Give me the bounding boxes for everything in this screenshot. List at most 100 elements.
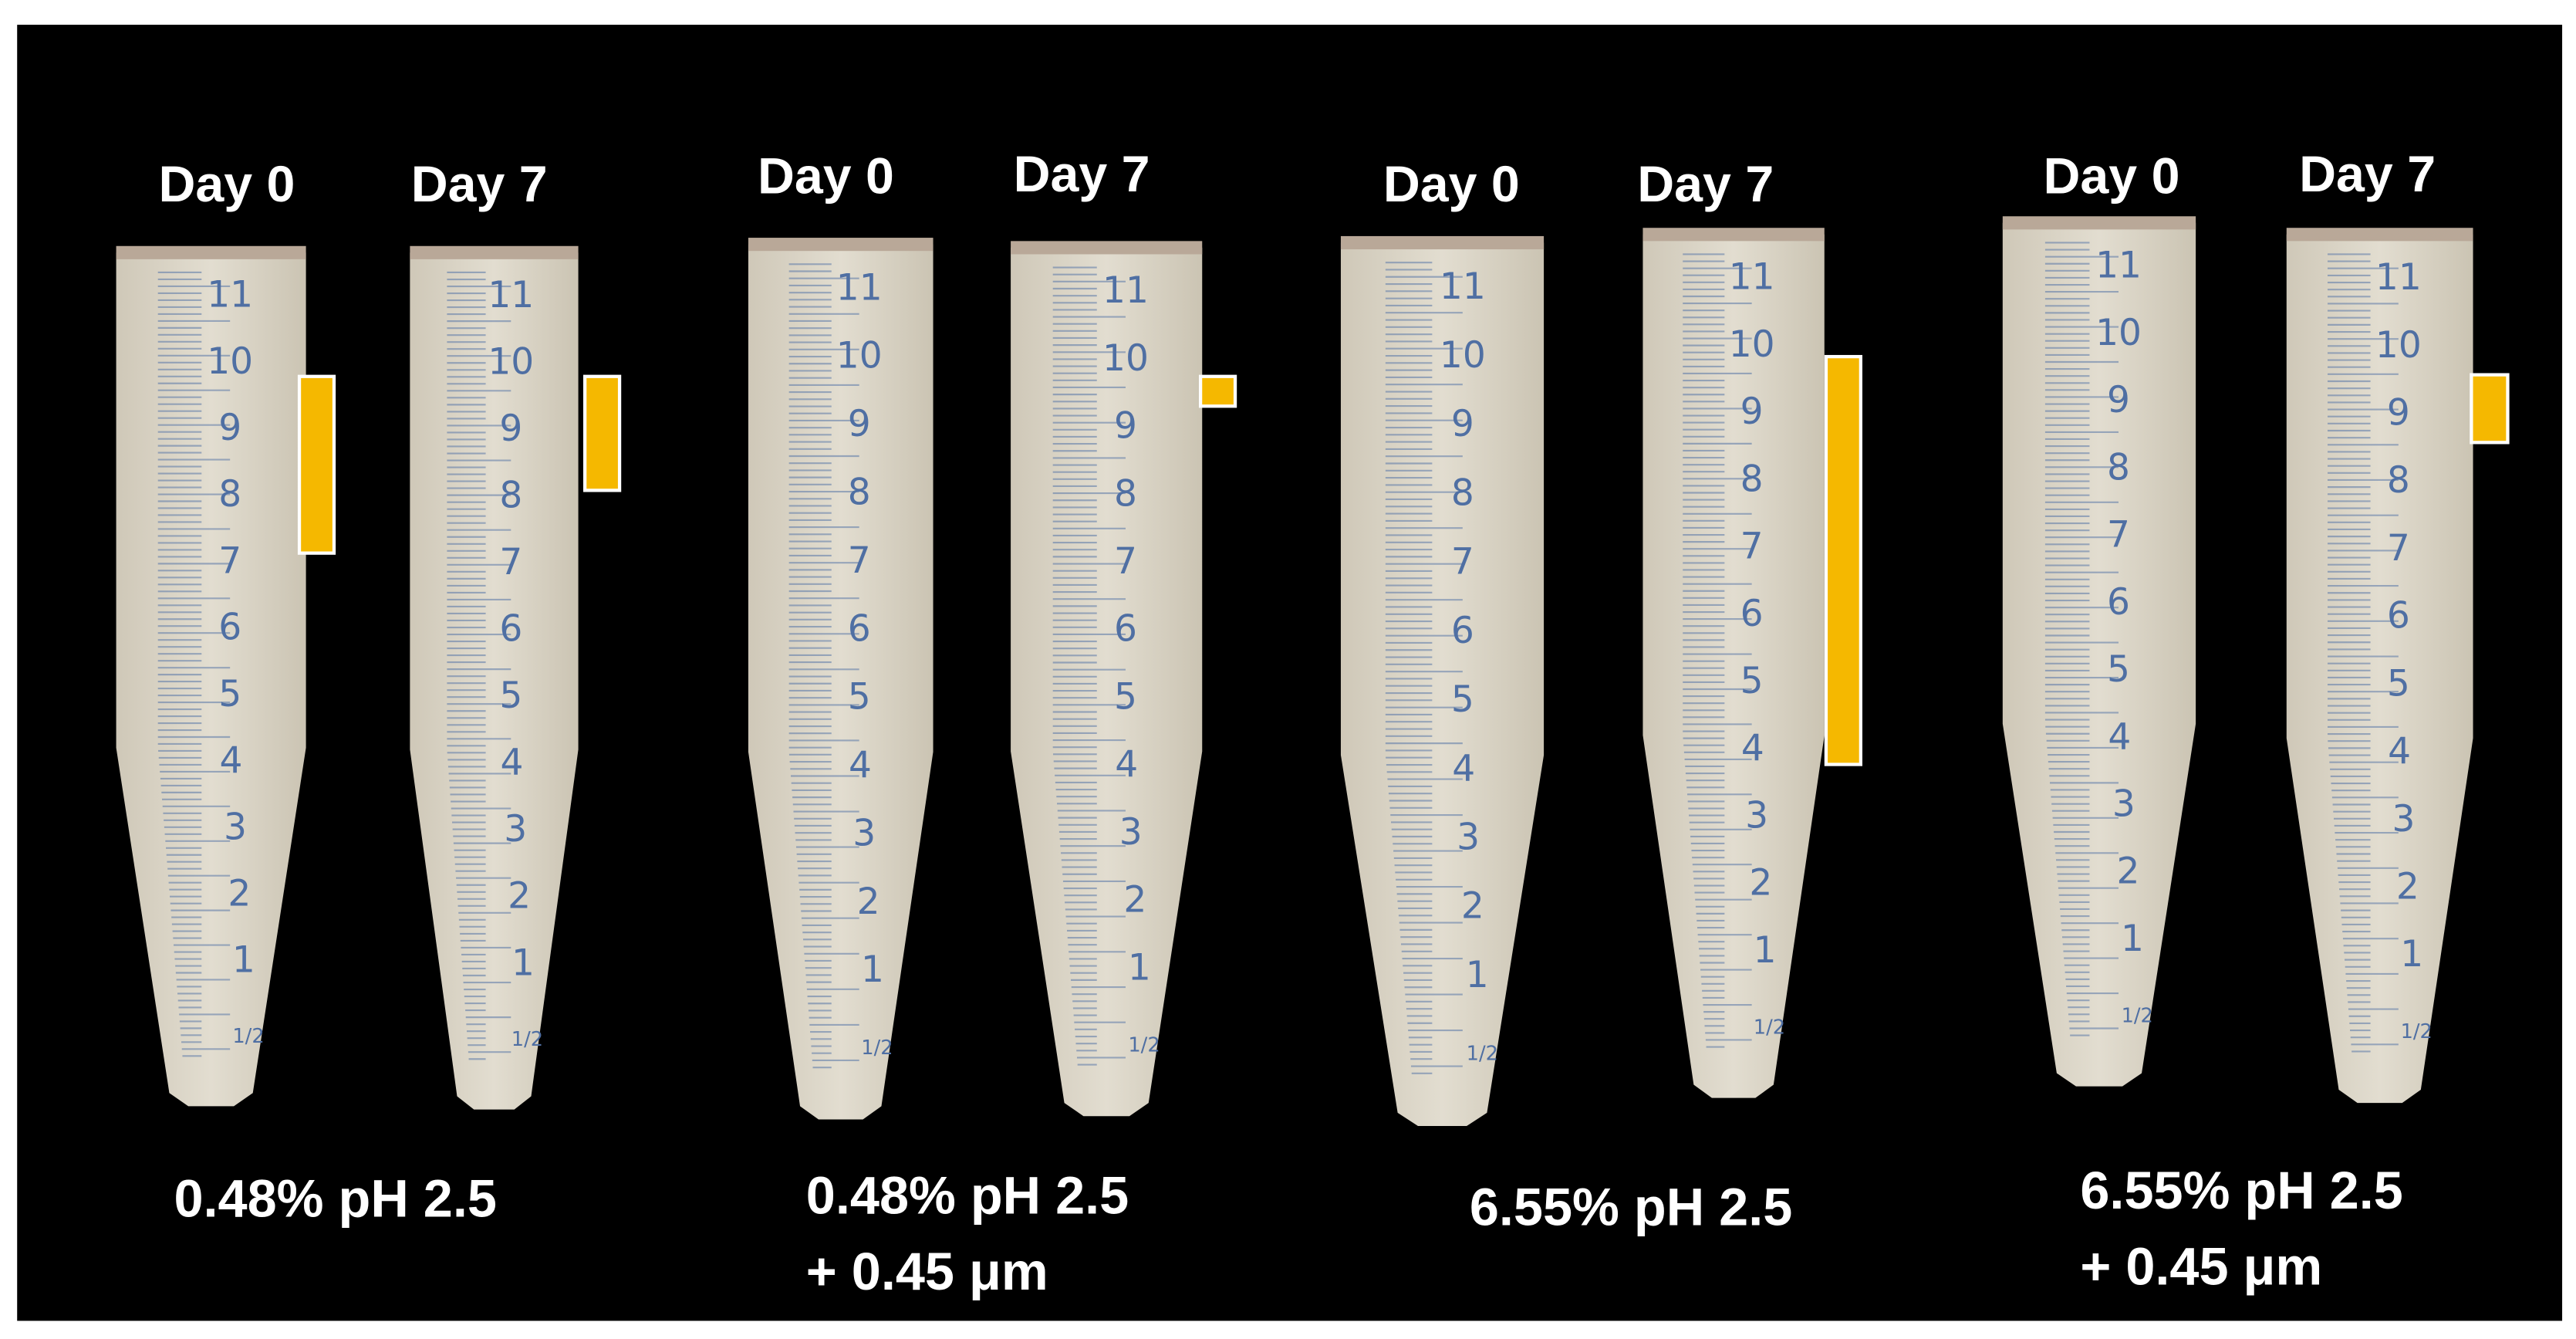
graduation-label: 5: [2387, 662, 2410, 705]
graduation-label: 10: [1440, 334, 1486, 377]
graduation-label: 1: [1466, 954, 1489, 996]
sediment-marker: [2470, 373, 2510, 445]
graduation-label: 1/2: [1754, 1016, 1785, 1039]
tube-rim: [2002, 216, 2196, 230]
graduation-label: 1/2: [1467, 1043, 1498, 1066]
graduation-label: 7: [499, 541, 522, 583]
tube-rim: [1011, 241, 1203, 255]
graduation-label: 11: [2375, 256, 2422, 299]
graduation-label: 9: [499, 407, 522, 450]
tube-rim: [116, 245, 306, 259]
graduation-label: 8: [1740, 458, 1764, 500]
tube-label: Day 0: [2044, 147, 2180, 205]
graduation-label: 11: [488, 274, 534, 316]
graduation-label: 6: [1740, 593, 1764, 635]
graduation-label: 4: [1452, 747, 1475, 790]
graduation-label: 10: [207, 340, 253, 383]
graduation-label: 3: [2112, 783, 2135, 825]
graduation-label: 3: [224, 806, 247, 848]
graduation-label: 1: [861, 948, 884, 991]
graduation-label: 2: [1749, 862, 1772, 905]
graduation-label: 8: [1114, 472, 1137, 515]
graduation-label: 10: [1729, 323, 1775, 366]
graduation-label: 8: [499, 474, 522, 516]
tube-label: Day 7: [2299, 146, 2436, 203]
graduation-label: 8: [848, 471, 871, 513]
graduation-label: 7: [1114, 540, 1137, 583]
graduation-label: 1: [511, 942, 535, 984]
graduation-label: 2: [1123, 879, 1146, 921]
graduation-label: 9: [1451, 403, 1474, 445]
graduation-label: 2: [228, 873, 251, 915]
graduation-label: 4: [219, 739, 242, 782]
graduation-label: 3: [1119, 811, 1143, 854]
graduation-label: 11: [836, 266, 883, 309]
graduation-label: 2: [857, 881, 880, 923]
tube-rim: [1642, 228, 1825, 242]
caption: + 0.45 μm: [806, 1242, 1048, 1301]
graduation-label: 9: [1114, 405, 1137, 448]
graduation-label: 4: [849, 744, 872, 786]
graduation-label: 5: [218, 673, 241, 715]
caption: 6.55% pH 2.5: [1470, 1177, 1792, 1236]
caption: 0.48% pH 2.5: [806, 1165, 1129, 1225]
graduation-label: 10: [2095, 312, 2142, 354]
sediment-marker: [1824, 354, 1862, 766]
graduation-label: 4: [2388, 730, 2411, 773]
tube-label: Day 7: [1637, 156, 1774, 213]
graduation-label: 7: [2107, 514, 2130, 556]
caption: + 0.45 μm: [2080, 1236, 2322, 1296]
graduation-label: 1/2: [232, 1025, 264, 1048]
graduation-label: 4: [1741, 727, 1764, 769]
graduation-label: 11: [1102, 269, 1149, 312]
graduation-label: 11: [1440, 265, 1486, 308]
graduation-label: 10: [2375, 324, 2422, 367]
graduation-label: 7: [848, 539, 871, 582]
graduation-label: 5: [848, 676, 871, 719]
graduation-label: 1/2: [861, 1036, 893, 1060]
graduation-label: 9: [2107, 379, 2130, 421]
graduation-label: 6: [499, 608, 522, 651]
graduation-label: 5: [1451, 678, 1474, 721]
graduation-label: 2: [2396, 865, 2419, 908]
graduation-label: 1: [2400, 933, 2423, 976]
graduation-label: 10: [488, 340, 534, 383]
graduation-label: 3: [1457, 816, 1480, 858]
graduation-label: 1/2: [2122, 1004, 2153, 1027]
tube-rim: [2286, 228, 2473, 242]
graduation-label: 5: [1114, 675, 1137, 718]
graduation-label: 3: [1745, 794, 1768, 837]
tube-label: Day 7: [411, 156, 548, 213]
sediment-marker: [583, 374, 622, 492]
graduation-label: 4: [500, 742, 523, 784]
graduation-label: 1/2: [1128, 1033, 1160, 1057]
tube-rim: [1340, 235, 1545, 250]
graduation-label: 1: [232, 939, 255, 982]
graduation-label: 2: [2116, 850, 2139, 893]
graduation-label: 5: [1740, 660, 1764, 702]
sediment-marker: [297, 374, 336, 555]
graduation-label: 3: [504, 808, 527, 850]
graduation-label: 3: [2392, 798, 2415, 840]
caption: 6.55% pH 2.5: [2080, 1161, 2402, 1220]
graduation-label: 9: [848, 403, 871, 445]
graduation-label: 5: [499, 675, 522, 717]
graduation-label: 4: [1115, 743, 1138, 786]
graduation-label: 9: [1740, 391, 1764, 433]
tube-label: Day 0: [758, 147, 894, 205]
graduation-label: 6: [1451, 610, 1474, 652]
sediment-marker: [1198, 374, 1237, 408]
tube-rim: [410, 245, 579, 259]
tube-label: Day 7: [1014, 146, 1150, 203]
tube-label: Day 0: [1383, 156, 1520, 213]
graduation-label: 5: [2107, 648, 2130, 691]
graduation-label: 6: [848, 607, 871, 650]
graduation-label: 8: [2387, 459, 2410, 502]
graduation-label: 8: [218, 473, 241, 516]
graduation-label: 7: [2387, 527, 2410, 570]
graduation-label: 7: [218, 539, 241, 582]
graduation-label: 3: [852, 812, 876, 854]
tube-label: Day 0: [158, 156, 295, 213]
